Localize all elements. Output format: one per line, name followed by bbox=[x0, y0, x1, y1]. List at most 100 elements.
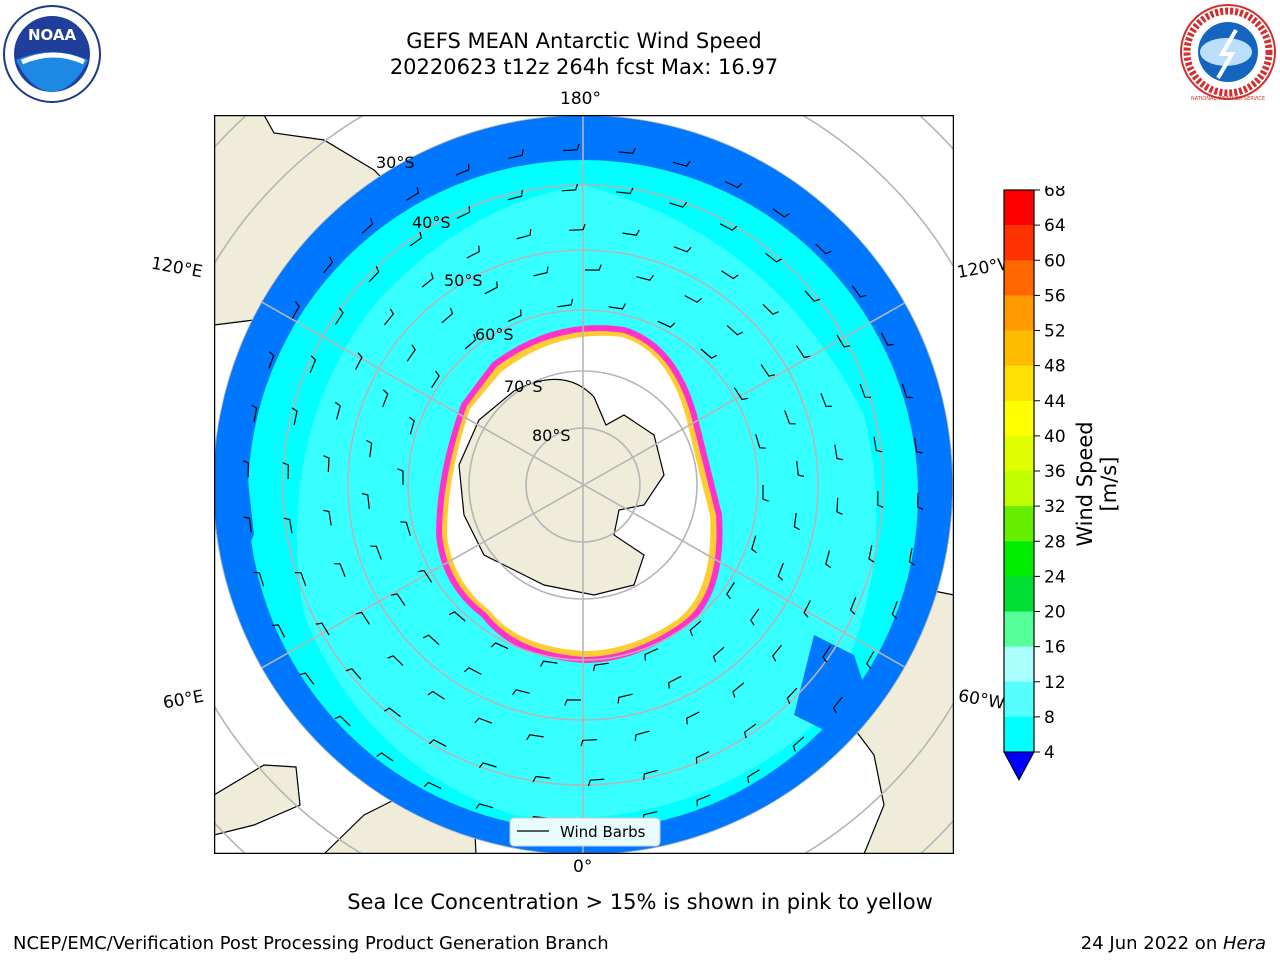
wind-barb bbox=[533, 266, 549, 277]
colorbar-swatch bbox=[1004, 471, 1034, 507]
colorbar-swatch bbox=[1004, 646, 1034, 683]
wind-barb bbox=[580, 739, 597, 747]
wind-barb bbox=[309, 355, 317, 374]
colorbar: 68 64 60 56 52 48 44 40 36 32 28 24 20 16 12 8 4 bbox=[1000, 181, 1070, 786]
wind-barb bbox=[901, 383, 913, 399]
colorbar-swatch bbox=[1004, 506, 1034, 542]
wind-barb bbox=[441, 307, 454, 324]
wind-barb bbox=[657, 320, 676, 328]
wind-barb bbox=[721, 270, 739, 280]
wind-barb bbox=[532, 775, 550, 783]
wind-barb bbox=[370, 545, 382, 560]
wind-barb bbox=[712, 646, 725, 663]
wind-barb bbox=[526, 734, 544, 741]
wind-barb bbox=[724, 180, 743, 189]
noaa-logo: NOAA bbox=[2, 4, 102, 104]
colorbar-tick-label: 60 bbox=[1044, 251, 1066, 271]
lon-label-60w: 60°W bbox=[956, 686, 1007, 714]
wind-barb bbox=[423, 781, 442, 790]
wind-barb bbox=[368, 266, 380, 283]
colorbar-swatch bbox=[1004, 190, 1034, 226]
wind-barbs bbox=[242, 143, 924, 827]
polar-map: 30°S 40°S 50°S 60°S 70°S 80°S Wind Barbs bbox=[213, 114, 955, 855]
wind-barb bbox=[726, 581, 735, 600]
colorbar-swatch bbox=[1004, 541, 1034, 577]
wind-barb bbox=[251, 404, 258, 423]
wind-barb bbox=[490, 642, 509, 650]
wind-barb bbox=[916, 492, 924, 510]
wind-barb bbox=[387, 655, 404, 667]
wind-barb bbox=[859, 383, 872, 398]
wind-barb bbox=[804, 290, 821, 303]
wind-barb bbox=[355, 352, 363, 370]
lon-label-120e: 120°E bbox=[149, 253, 205, 283]
wind-barb bbox=[361, 218, 374, 234]
colorbar-swatch bbox=[1004, 225, 1034, 261]
wind-barb bbox=[643, 769, 659, 780]
chart-title: GEFS MEAN Antarctic Wind Speed bbox=[406, 29, 762, 53]
wind-barb bbox=[384, 707, 401, 718]
lat-label-50s: 50°S bbox=[444, 271, 483, 290]
wind-barb bbox=[866, 651, 875, 669]
wind-barb bbox=[355, 611, 370, 625]
lat-label-80s: 80°S bbox=[532, 426, 571, 445]
wind-barb bbox=[592, 662, 609, 672]
colorbar-tick-label: 56 bbox=[1044, 286, 1066, 306]
wind-barb bbox=[334, 563, 346, 578]
footer-credit: NCEP/EMC/Verification Post Processing Pr… bbox=[13, 933, 609, 954]
wind-barb bbox=[448, 611, 466, 622]
chart-subtitle: 20220623 t12z 264h fcst Max: 16.97 bbox=[389, 55, 779, 79]
colorbar-swatch bbox=[1004, 400, 1034, 437]
lon-label-180: 180° bbox=[560, 89, 601, 109]
wind-barb bbox=[382, 389, 389, 408]
wind-barb bbox=[397, 468, 404, 485]
wind-barb bbox=[880, 332, 894, 346]
wind-barb bbox=[622, 229, 640, 236]
wind-barb bbox=[569, 223, 586, 231]
colorbar-tick-label: 12 bbox=[1044, 673, 1066, 693]
wind-barb bbox=[291, 301, 300, 319]
colorbar-swatch bbox=[1004, 365, 1034, 402]
wind-barb bbox=[672, 160, 691, 167]
wind-barb bbox=[822, 645, 832, 663]
wind-barb bbox=[464, 667, 482, 675]
lat-label-30s: 30°S bbox=[376, 153, 415, 172]
colorbar-swatch bbox=[1004, 576, 1034, 612]
colorbar-tick-label: 44 bbox=[1044, 392, 1066, 412]
wind-barb bbox=[750, 608, 760, 626]
wind-barb bbox=[540, 660, 558, 667]
wind-barb bbox=[849, 596, 857, 615]
lat-label-70s: 70°S bbox=[504, 377, 543, 396]
wind-barb bbox=[772, 208, 790, 218]
colorbar-swatch bbox=[1004, 435, 1034, 472]
wind-barb bbox=[561, 183, 579, 192]
wind-barb bbox=[272, 624, 286, 638]
wind-barb bbox=[834, 444, 844, 461]
wind-barb bbox=[617, 693, 633, 704]
wind-barb bbox=[507, 309, 522, 322]
wind-barbs-legend: Wind Barbs bbox=[509, 817, 661, 847]
wind-barb bbox=[564, 699, 582, 706]
wind-barb bbox=[376, 752, 394, 762]
wind-barb bbox=[765, 252, 782, 263]
wind-barb bbox=[786, 687, 798, 704]
footer-date: 24 Jun 2022 on bbox=[1080, 933, 1223, 954]
wind-barb bbox=[409, 416, 415, 435]
nws-logo: NATIONAL WEATHER SERVICE bbox=[1178, 2, 1278, 102]
colorbar-tick-label: 4 bbox=[1044, 743, 1055, 763]
wind-barb bbox=[464, 333, 477, 350]
colorbar-tick-label: 28 bbox=[1044, 532, 1066, 552]
wind-barb bbox=[784, 410, 796, 425]
nws-logo-text: NATIONAL WEATHER SERVICE bbox=[1191, 96, 1265, 102]
wind-barb bbox=[243, 516, 252, 533]
wind-barb bbox=[762, 485, 769, 502]
wind-barb bbox=[557, 298, 574, 308]
legend-label: Wind Barbs bbox=[560, 823, 646, 841]
wind-barb bbox=[668, 675, 682, 689]
wind-barb bbox=[719, 223, 738, 231]
wind-barb bbox=[877, 490, 884, 508]
wind-barb bbox=[751, 535, 757, 554]
colorbar-swatch bbox=[1004, 330, 1034, 367]
wind-barb bbox=[345, 667, 362, 680]
wind-barb bbox=[427, 690, 445, 700]
